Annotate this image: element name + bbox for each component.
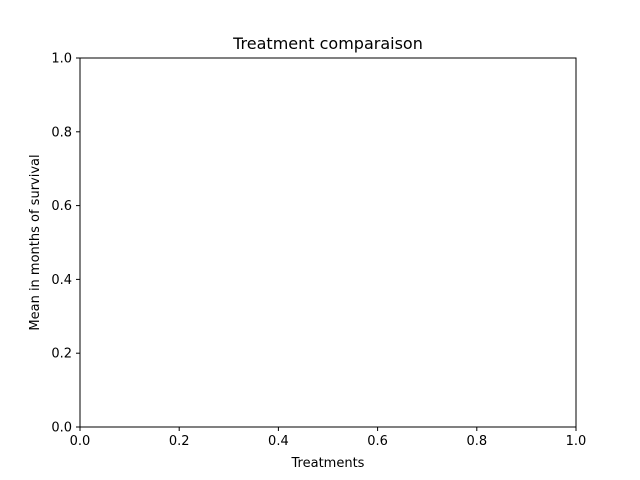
- x-tick-label: 0.8: [466, 434, 487, 449]
- y-tick-label: 0.8: [51, 125, 72, 140]
- x-axis-ticks: 0.0 0.2 0.4 0.6 0.8 1.0: [70, 427, 587, 449]
- y-tick-label: 0.4: [51, 273, 72, 288]
- y-tick-label: 0.2: [51, 347, 72, 362]
- x-tick-label: 1.0: [566, 434, 587, 449]
- x-tick-label: 0.0: [70, 434, 91, 449]
- y-axis-label: Mean in months of survival: [28, 154, 43, 330]
- y-axis-ticks: 0.0 0.2 0.4 0.6 0.8 1.0: [51, 52, 80, 436]
- y-tick-label: 1.0: [51, 52, 72, 67]
- y-tick-label: 0.0: [51, 421, 72, 436]
- y-tick-label: 0.6: [51, 199, 72, 214]
- x-tick-label: 0.6: [367, 434, 388, 449]
- chart-title: Treatment comparaison: [232, 34, 423, 53]
- x-tick-label: 0.2: [169, 434, 190, 449]
- x-axis-label: Treatments: [291, 456, 365, 471]
- x-tick-label: 0.4: [268, 434, 289, 449]
- plot-area-frame: [79, 57, 577, 428]
